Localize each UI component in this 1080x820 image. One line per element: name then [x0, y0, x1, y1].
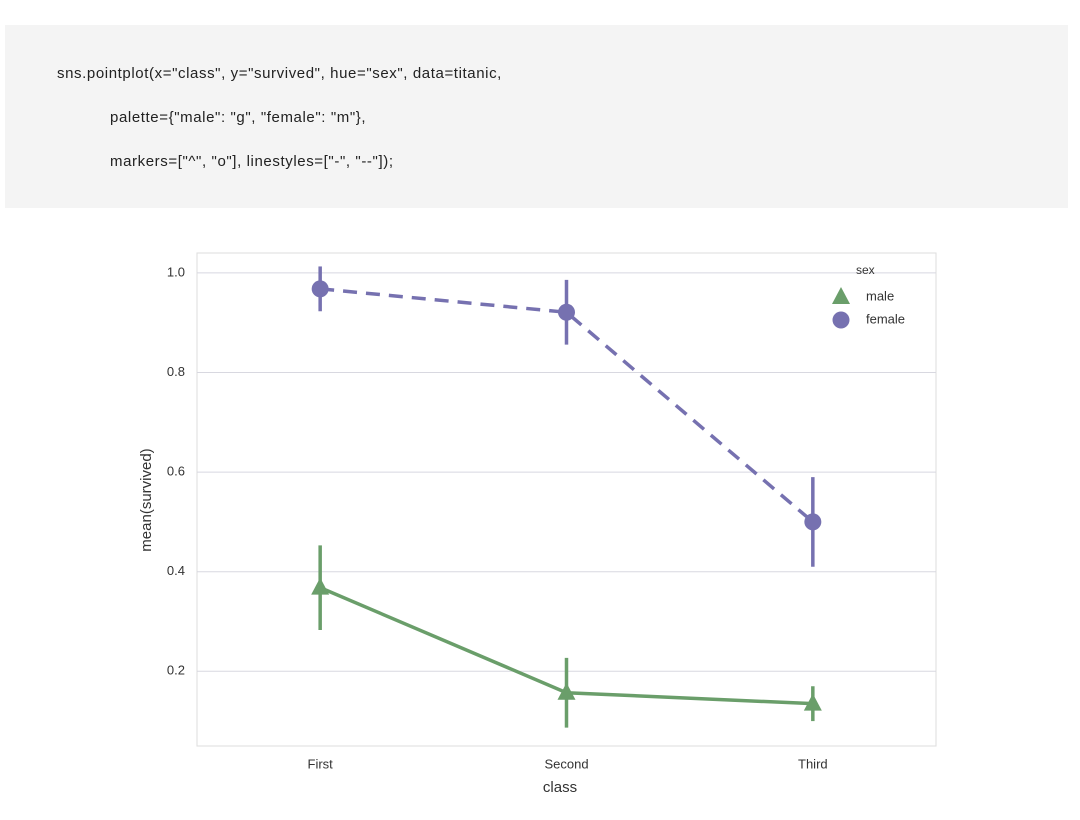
point-marker [557, 682, 576, 700]
legend-title: sex [856, 263, 875, 277]
series-line [320, 287, 814, 524]
y-tick-label: 0.2 [167, 663, 185, 678]
y-tick-label: 0.4 [167, 563, 185, 578]
y-tick-label: 0.6 [167, 464, 185, 479]
legend-label: female [866, 311, 905, 326]
x-tick-label: Second [544, 756, 588, 771]
code-line: sns.pointplot(x="class", y="survived", h… [57, 65, 502, 82]
code-line: palette={"male": "g", "female": "m"}, [110, 109, 367, 126]
point-marker [558, 303, 575, 321]
y-tick-label: 1.0 [167, 264, 185, 279]
point-marker [803, 693, 822, 711]
x-axis-label: class [543, 779, 577, 796]
legend-marker [832, 287, 850, 304]
x-tick-label: Third [798, 756, 828, 771]
legend-marker [832, 311, 850, 329]
y-axis-label: mean(survived) [138, 448, 155, 551]
point-marker [804, 513, 822, 531]
x-tick-label: First [308, 756, 334, 771]
code-line: markers=["^", "o"], linestyles=["-", "--… [110, 153, 394, 170]
y-tick-label: 0.8 [167, 364, 185, 379]
legend-label: male [866, 288, 894, 303]
code-block: sns.pointplot(x="class", y="survived", h… [5, 25, 1068, 208]
point-marker [311, 280, 329, 298]
point-marker [311, 577, 330, 595]
